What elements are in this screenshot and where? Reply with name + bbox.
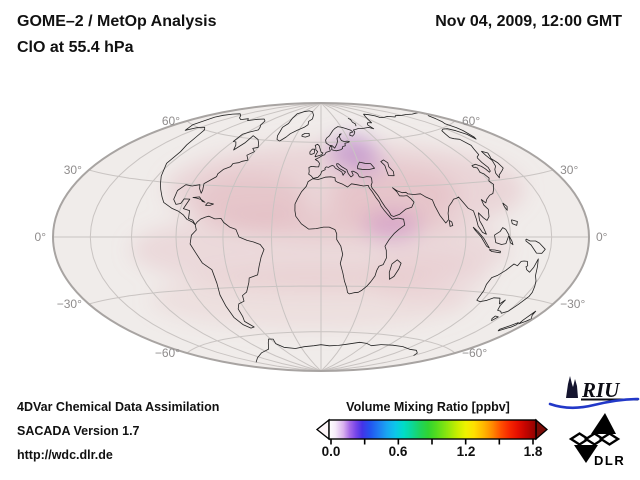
analysis-datetime: Nov 04, 2009, 12:00 GMT [435,13,622,30]
lat-label-left: −60° [155,346,180,360]
figure-subtitle-species-level: ClO at 55.4 hPa [17,39,134,56]
dlr-logo: DLR [568,413,625,468]
colorbar-tick-label-3: 1.8 [523,444,543,459]
dlr-diamond-3 [598,432,621,446]
lat-label-left: −30° [57,297,82,311]
footer-url: http://wdc.dlr.de [17,448,113,462]
lat-label-right: 0° [596,230,608,244]
colorbar-gradient-strip [315,418,548,445]
lat-label-left: 60° [162,114,180,128]
riu-underline [581,398,638,401]
riu-logo: RIU [548,376,640,410]
footer-assimilation-label: 4DVar Chemical Data Assimilation [17,400,220,414]
riu-wave-icon [548,397,640,410]
colorbar-left-arrow [315,418,330,441]
colorbar-bar [328,419,537,440]
coastlines [160,110,546,363]
lat-label-right: 60° [462,114,480,128]
dlr-top-triangle [591,413,616,434]
colorbar-right-arrow [535,418,548,441]
lat-label-left: 0° [35,230,47,244]
riu-cathedral-icon [566,376,578,398]
latitude-labels: 60° 60° 30° 30° 0° 0° −30° −30° −60° −60° [35,114,608,360]
riu-logo-text: RIU [581,378,621,402]
map-ellipse-boundary [52,102,590,372]
lat-label-right: −30° [560,297,585,311]
footer-version-label: SACADA Version 1.7 [17,424,140,438]
dlr-logo-text: DLR [594,453,625,468]
colorbar-tick-label-0: 0.0 [321,444,341,459]
colorbar-tick-labels: 0.0 0.6 1.2 1.8 [313,444,551,462]
lat-label-right: −60° [462,346,487,360]
lat-label-right: 30° [560,163,578,177]
colorbar-title: Volume Mixing Ratio [ppbv] [346,400,510,414]
lat-label-left: 30° [64,163,82,177]
colorbar-tick-marks [330,439,534,445]
colorbar-tick-label-2: 1.2 [456,444,476,459]
colorbar-tick-label-1: 0.6 [388,444,408,459]
figure-title: GOME–2 / MetOp Analysis [17,13,217,30]
dlr-bottom-triangle [574,445,598,463]
